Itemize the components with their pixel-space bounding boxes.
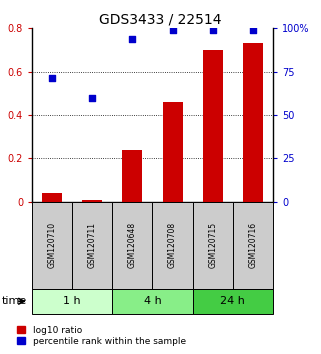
Text: GDS3433 / 22514: GDS3433 / 22514 — [99, 12, 222, 27]
Bar — [162, 102, 183, 202]
Text: GSM120711: GSM120711 — [88, 222, 97, 268]
Point — [250, 28, 255, 33]
Text: GSM120716: GSM120716 — [248, 222, 257, 268]
Point — [170, 28, 175, 33]
Point — [49, 75, 55, 81]
Text: 4 h: 4 h — [143, 296, 161, 306]
Legend: log10 ratio, percentile rank within the sample: log10 ratio, percentile rank within the … — [17, 326, 186, 346]
Point — [130, 36, 135, 42]
Text: GSM120715: GSM120715 — [208, 222, 217, 268]
Bar — [243, 44, 263, 202]
Point — [90, 95, 95, 101]
Text: 1 h: 1 h — [64, 296, 81, 306]
Text: GSM120708: GSM120708 — [168, 222, 177, 268]
Text: time: time — [2, 296, 27, 306]
Bar — [203, 50, 223, 202]
Bar — [82, 200, 102, 202]
Bar — [42, 193, 62, 202]
Point — [210, 28, 215, 33]
Text: 24 h: 24 h — [220, 296, 245, 306]
Bar — [122, 150, 143, 202]
Text: GSM120648: GSM120648 — [128, 222, 137, 268]
Text: GSM120710: GSM120710 — [48, 222, 57, 268]
